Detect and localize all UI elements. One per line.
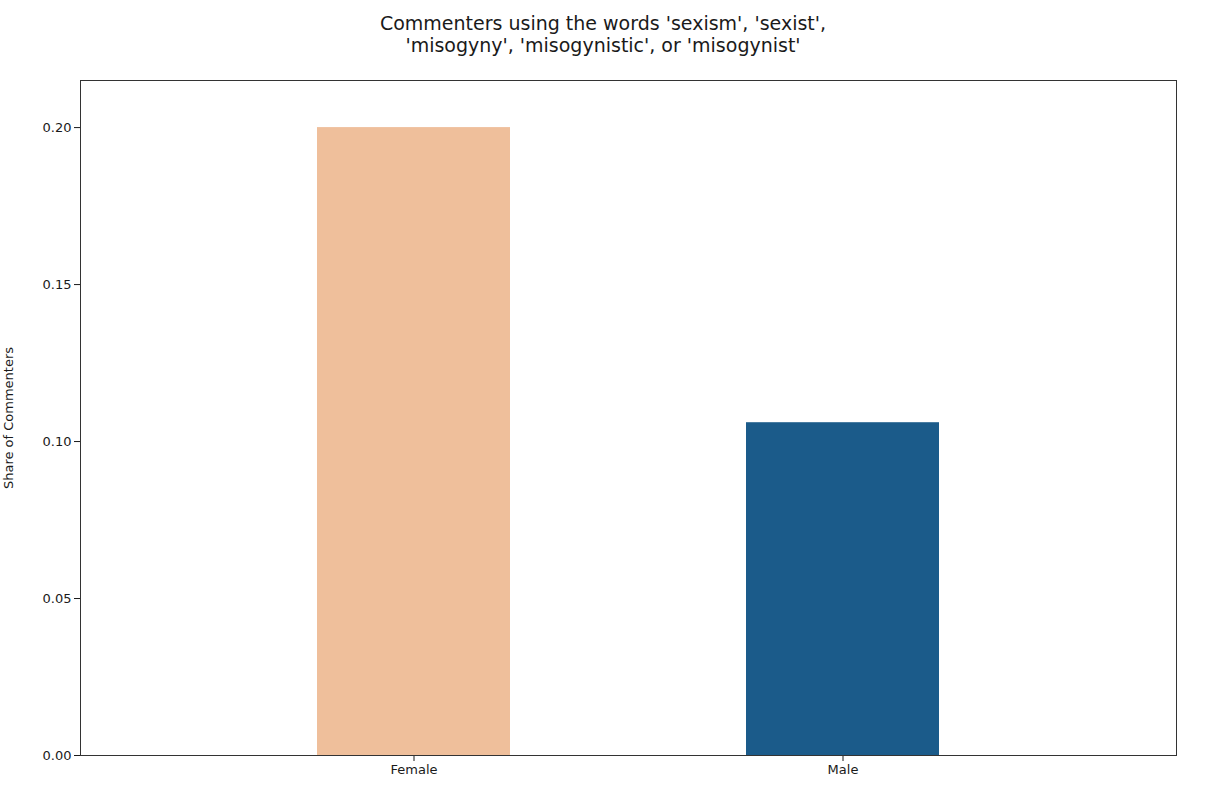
svg-text:Female: Female: [390, 762, 437, 777]
svg-text:0.15: 0.15: [43, 277, 72, 292]
svg-text:0.10: 0.10: [43, 434, 72, 449]
svg-text:0.20: 0.20: [43, 120, 72, 135]
svg-text:Male: Male: [828, 762, 859, 777]
svg-text:0.00: 0.00: [43, 748, 72, 763]
svg-text:0.05: 0.05: [43, 591, 72, 606]
svg-text:Share of Commenters: Share of Commenters: [1, 347, 16, 489]
html-text:Commenters using the words 'se: Commenters using the words 'sexism', 'se…: [380, 12, 826, 56]
